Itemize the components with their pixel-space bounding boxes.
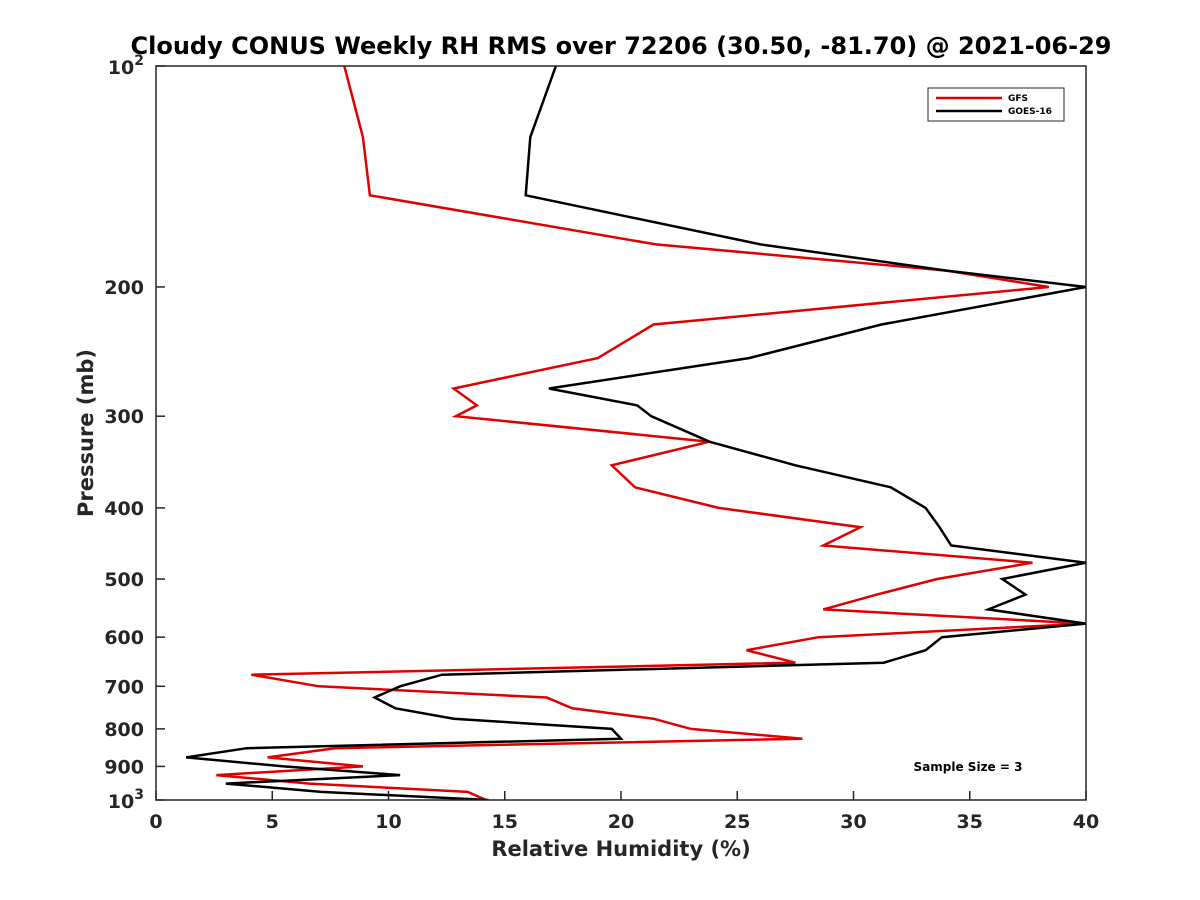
y-tick-label: 200 [104, 277, 144, 299]
x-tick-label: 10 [375, 811, 401, 833]
y-tick-label: 600 [104, 627, 144, 649]
x-tick-label: 15 [492, 811, 518, 833]
y-tick-label: 400 [104, 498, 144, 520]
x-tick-label: 25 [724, 811, 750, 833]
legend-label: GOES-16 [1008, 107, 1052, 117]
legend-entries: GFS GOES-16 [936, 94, 1052, 117]
legend: GFS GOES-16 [927, 87, 1065, 122]
y-tick-label: 800 [104, 719, 144, 741]
legend-box [927, 87, 1065, 122]
y-axis-ticks: 200 300 400 500 600 700 800 900 102 103 [104, 53, 165, 813]
y-tick-label: 500 [104, 569, 144, 591]
x-tick-label: 40 [1073, 811, 1099, 833]
y-tick-label: 300 [104, 406, 144, 428]
series-line-gfs [216, 66, 1086, 800]
plot-area: 0 5 10 15 20 25 30 35 40 200 300 400 500 600 700 800 90… [104, 53, 1099, 833]
legend-label: GFS [1008, 94, 1028, 104]
chart-title: Cloudy CONUS Weekly RH RMS over 72206 (3… [131, 32, 1112, 60]
x-tick-label: 30 [840, 811, 866, 833]
series-layer [186, 66, 1086, 800]
x-tick-label: 5 [266, 811, 279, 833]
y-axis-label: Pressure (mb) [74, 349, 98, 517]
y-tick-label-power: 103 [108, 787, 144, 813]
x-tick-label: 0 [149, 811, 162, 833]
x-axis-label: Relative Humidity (%) [491, 837, 750, 861]
series-line-goes-16 [186, 66, 1086, 800]
x-tick-label: 20 [608, 811, 634, 833]
y-tick-label-power: 102 [108, 53, 144, 79]
sample-size-annotation: Sample Size = 3 [914, 760, 1023, 774]
x-axis-ticks: 0 5 10 15 20 25 30 35 40 [149, 791, 1099, 833]
x-tick-label: 35 [957, 811, 983, 833]
y-tick-label: 700 [104, 676, 144, 698]
y-tick-label: 900 [104, 756, 144, 778]
